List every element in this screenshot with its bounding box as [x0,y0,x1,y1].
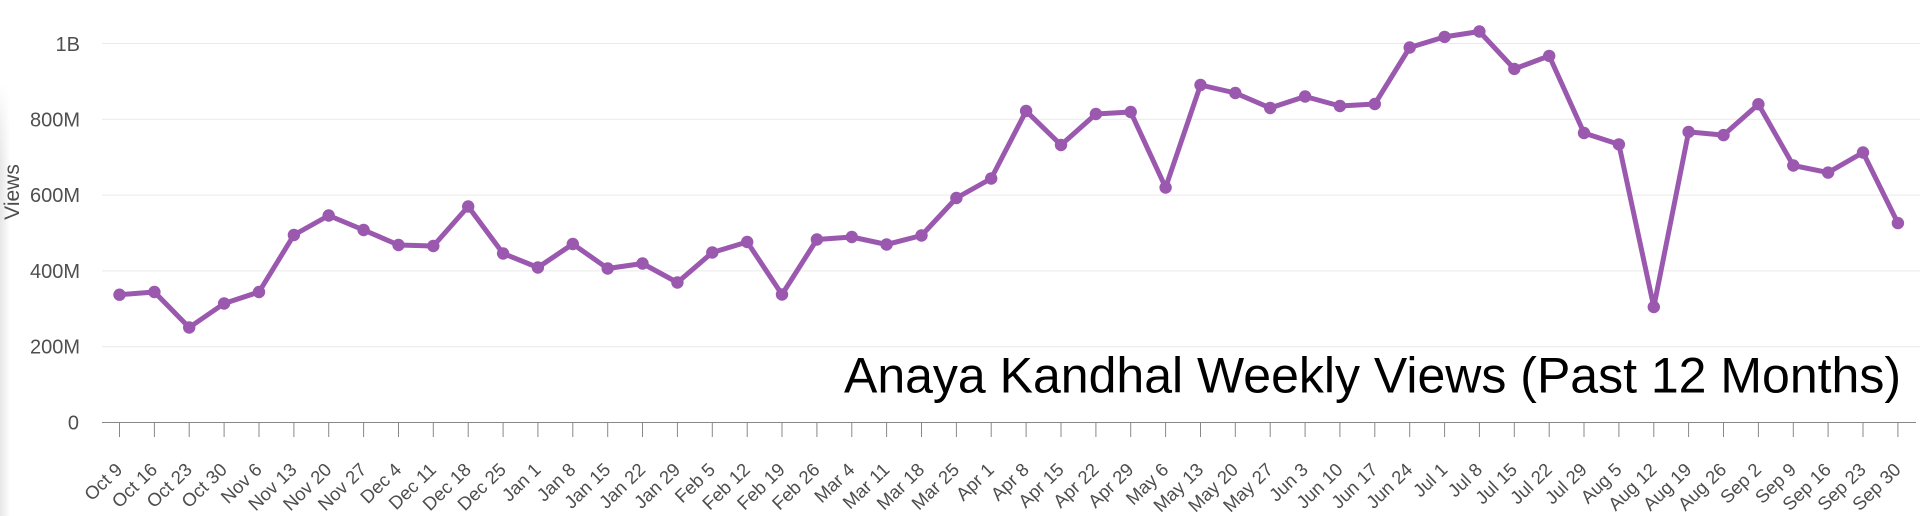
svg-text:0: 0 [68,413,79,435]
svg-text:Anaya Kandhal Weekly Views (Pa: Anaya Kandhal Weekly Views (Past 12 Mont… [844,347,1901,403]
svg-text:200M: 200M [30,337,80,359]
svg-text:600M: 600M [30,185,80,207]
svg-text:800M: 800M [30,109,80,131]
svg-text:400M: 400M [30,261,80,283]
svg-text:Views: Views [1,164,24,220]
svg-text:1B: 1B [56,34,80,56]
